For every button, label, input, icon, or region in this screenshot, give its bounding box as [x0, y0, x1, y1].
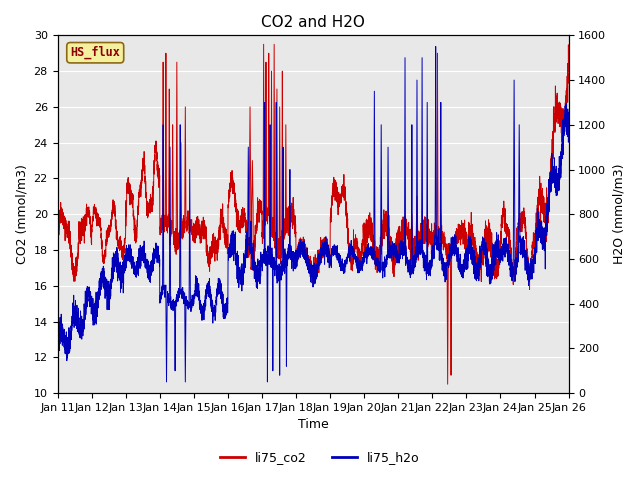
Y-axis label: CO2 (mmol/m3): CO2 (mmol/m3): [15, 164, 28, 264]
X-axis label: Time: Time: [298, 419, 328, 432]
Legend: li75_co2, li75_h2o: li75_co2, li75_h2o: [215, 446, 425, 469]
Title: CO2 and H2O: CO2 and H2O: [261, 15, 365, 30]
Text: HS_flux: HS_flux: [70, 46, 120, 60]
Y-axis label: H2O (mmol/m3): H2O (mmol/m3): [612, 164, 625, 264]
